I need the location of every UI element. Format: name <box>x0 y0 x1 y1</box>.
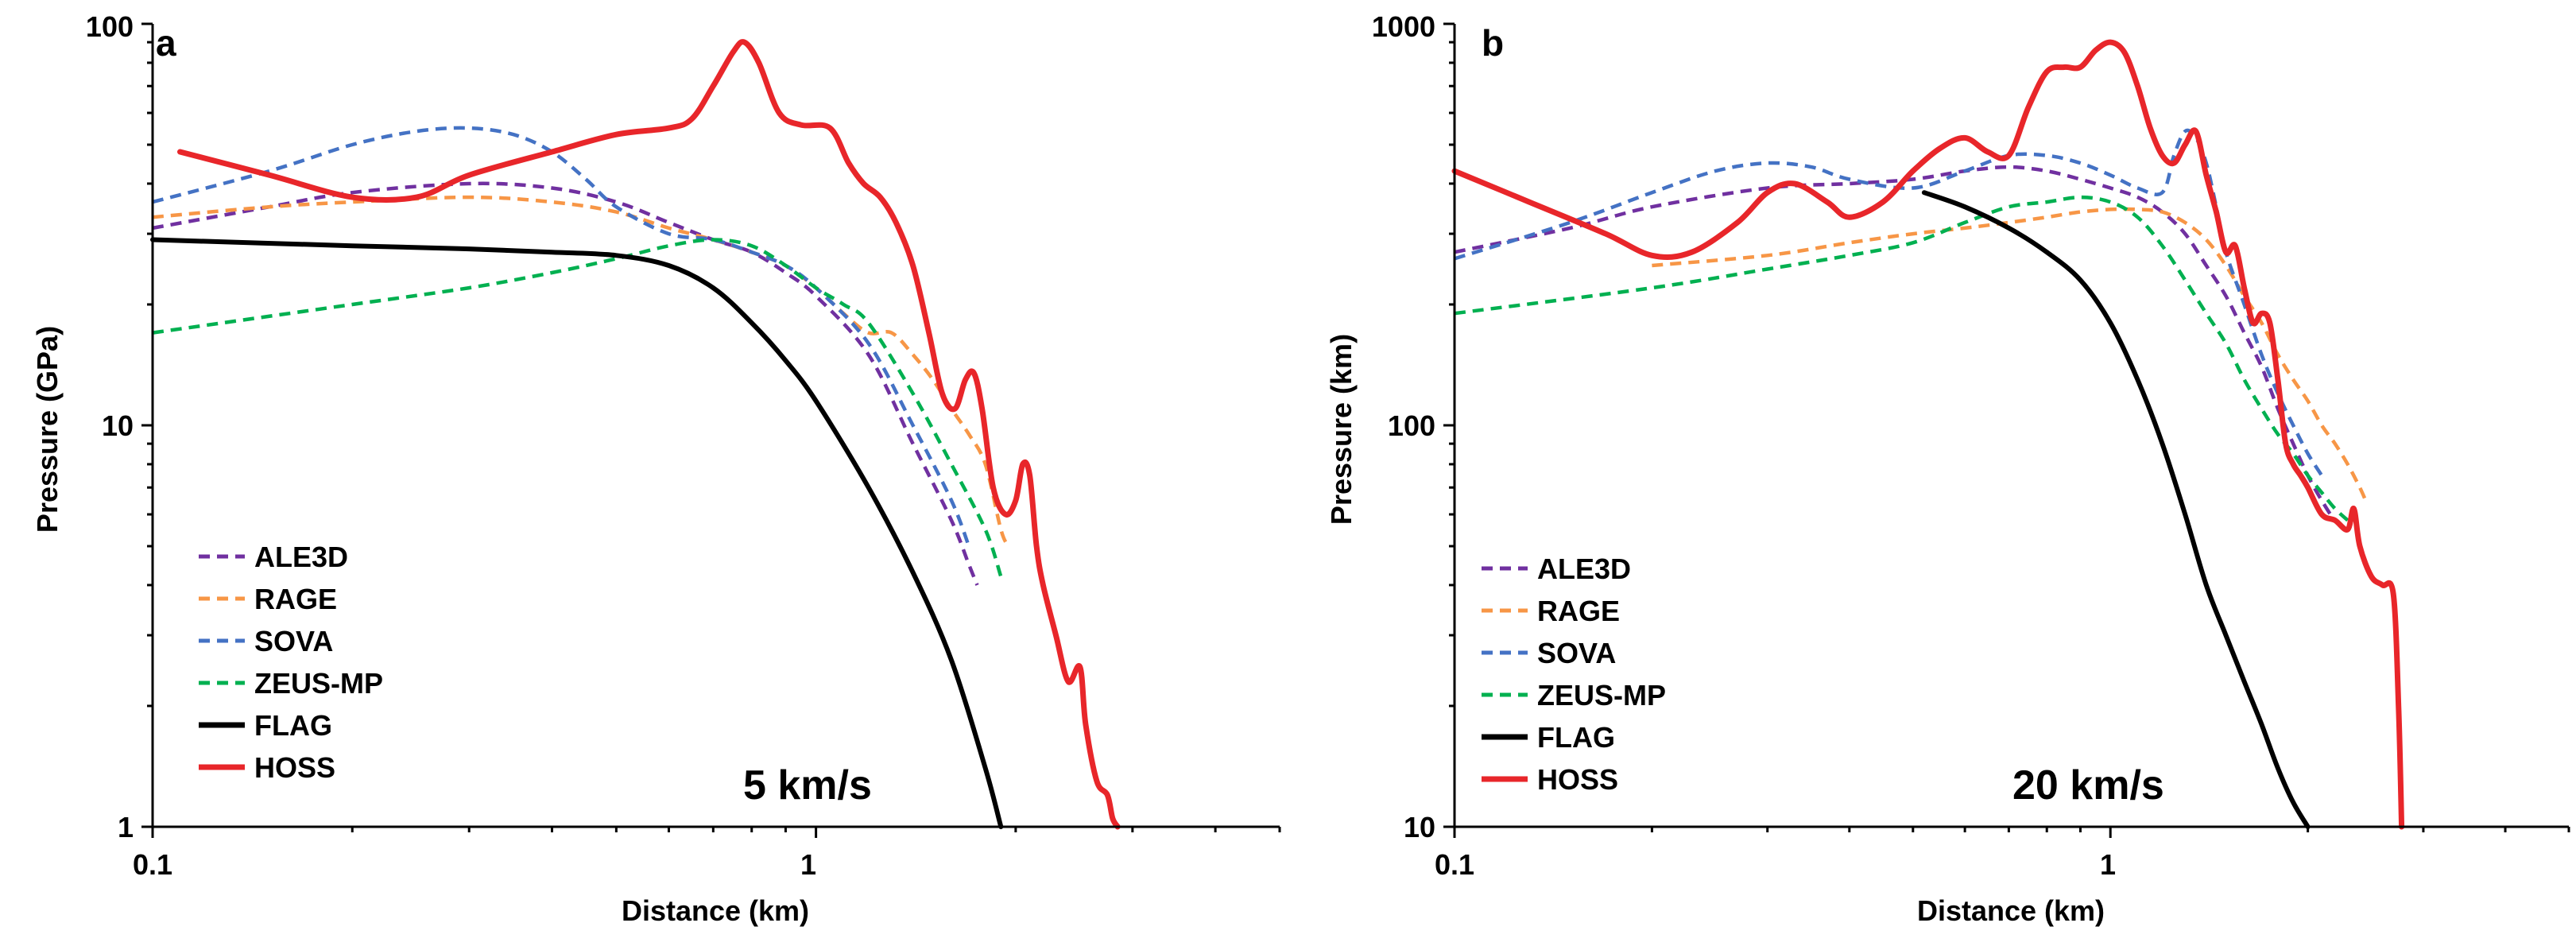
panel-a-x-tick-label: 0.1 <box>133 848 172 881</box>
panel-a-y-axis-label: Pressure (GPa) <box>31 326 64 533</box>
panel-b-y-tick-label: 10 <box>1404 811 1435 843</box>
legend-label-flag: FLAG <box>1537 721 1615 754</box>
panel-b-speed-annotation: 20 km/s <box>2012 762 2164 808</box>
panel-a: 1 10 100 0.1 1 Distance (km) Pressure (G… <box>31 10 1281 927</box>
panel-a-x-axis-label: Distance (km) <box>622 894 809 927</box>
panel-a-y-tick-label: 1 <box>118 811 134 843</box>
series-line-sova <box>1454 128 2324 477</box>
series-line-zeus-mp <box>152 238 1003 578</box>
legend-label-ale3d: ALE3D <box>254 541 348 573</box>
panel-b: 10 100 1000 0.1 1 Distance (km) Pressure… <box>1325 10 2570 927</box>
legend-label-sova: SOVA <box>254 625 333 657</box>
series-line-ale3d <box>1454 165 2349 531</box>
panel-a-y-ticks <box>141 22 153 828</box>
panel-a-x-ticks <box>151 827 1281 838</box>
panel-a-legend: ALE3D RAGE SOVA ZEUS-MP FLAG HOSS <box>199 541 383 784</box>
legend-label-rage: RAGE <box>254 583 337 615</box>
panel-b-y-axis-label: Pressure (km) <box>1325 334 1358 525</box>
legend-label-zeus-mp: ZEUS-MP <box>1537 679 1666 712</box>
series-line-rage <box>1652 207 2368 502</box>
series-line-flag <box>1921 190 2311 829</box>
panel-b-y-tick-label: 1000 <box>1372 10 1435 43</box>
panel-b-x-axis-label: Distance (km) <box>1917 894 2105 927</box>
legend-label-zeus-mp: ZEUS-MP <box>254 667 383 700</box>
panel-a-series-group <box>150 39 1121 830</box>
panel-b-x-ticks <box>1453 827 2570 838</box>
series-line-sova <box>152 126 971 547</box>
panel-b-series-group <box>1451 39 2405 830</box>
panel-b-x-tick-label: 0.1 <box>1435 848 1474 881</box>
panel-b-y-tick-label: 100 <box>1388 409 1435 442</box>
panel-a-label: a <box>156 22 176 64</box>
panel-b-legend: ALE3D RAGE SOVA ZEUS-MP FLAG HOSS <box>1482 553 1666 796</box>
series-line-hoss <box>1451 39 2405 830</box>
legend-label-rage: RAGE <box>1537 595 1620 627</box>
panel-a-speed-annotation: 5 km/s <box>743 762 872 808</box>
panel-a-x-tick-label: 1 <box>800 848 816 881</box>
panel-b-label: b <box>1482 22 1504 64</box>
panel-b-x-tick-label: 1 <box>2100 848 2116 881</box>
panel-b-y-ticks <box>1443 22 1455 828</box>
legend-label-hoss: HOSS <box>254 751 335 784</box>
series-line-flag <box>150 237 1004 829</box>
series-line-zeus-mp <box>1454 195 2349 522</box>
series-line-hoss <box>177 39 1121 830</box>
legend-label-ale3d: ALE3D <box>1537 553 1631 585</box>
legend-label-flag: FLAG <box>254 709 332 742</box>
legend-label-hoss: HOSS <box>1537 763 1618 796</box>
panel-a-y-tick-label: 100 <box>86 10 134 43</box>
panel-a-y-tick-label: 10 <box>102 409 134 442</box>
legend-label-sova: SOVA <box>1537 637 1616 669</box>
